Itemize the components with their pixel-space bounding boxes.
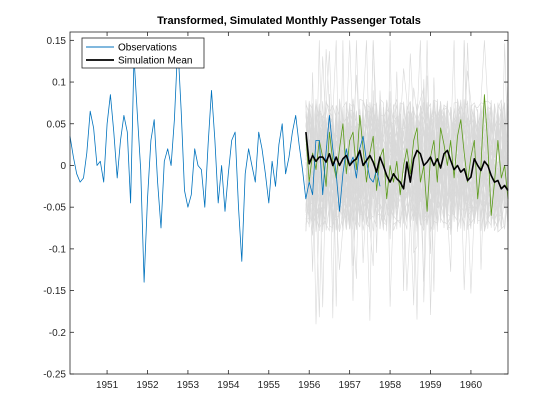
simulation-path bbox=[305, 101, 509, 235]
x-tick-label: 1951 bbox=[96, 380, 119, 391]
legend-label-observations: Observations bbox=[118, 43, 177, 54]
y-tick-label: -0.05 bbox=[43, 203, 66, 214]
legend: Observations Simulation Mean bbox=[81, 37, 205, 69]
x-tick-label: 1956 bbox=[298, 380, 321, 391]
series-lines bbox=[69, 44, 509, 283]
y-tick-label: -0.25 bbox=[43, 370, 66, 381]
y-tick-label: -0.1 bbox=[49, 244, 67, 255]
legend-label-simulation-mean: Simulation Mean bbox=[118, 56, 192, 67]
x-tick-label: 1955 bbox=[258, 380, 281, 391]
simulation-path bbox=[305, 53, 509, 282]
y-axis: -0.25 -0.2 -0.15 -0.1 -0.05 0 0.05 0.1 0.15 bbox=[43, 36, 508, 381]
x-tick-label: 1954 bbox=[217, 380, 240, 391]
x-tick-label: 1958 bbox=[379, 380, 402, 391]
x-tick-label: 1953 bbox=[177, 380, 200, 391]
x-tick-label: 1960 bbox=[460, 380, 483, 391]
y-tick-label: -0.15 bbox=[43, 286, 66, 297]
y-tick-label: 0.05 bbox=[47, 119, 67, 130]
observations-line bbox=[69, 44, 381, 283]
simulation-paths bbox=[305, 40, 509, 325]
x-tick-label: 1952 bbox=[136, 380, 159, 391]
y-tick-label: 0.15 bbox=[47, 36, 67, 47]
x-axis: 1951 1952 1953 1954 1955 1956 1957 1958 1959 1960 bbox=[96, 32, 483, 391]
simulation-mean-line bbox=[305, 132, 509, 191]
y-tick-label: 0.1 bbox=[52, 78, 66, 89]
y-tick-label: 0 bbox=[60, 161, 66, 172]
y-tick-label: -0.2 bbox=[49, 328, 67, 339]
x-tick-label: 1959 bbox=[419, 380, 442, 391]
highlighted-simulation-line bbox=[305, 94, 509, 216]
plot-frame bbox=[69, 31, 509, 375]
chart-title: Transformed, Simulated Monthly Passenger… bbox=[157, 15, 421, 27]
x-tick-label: 1957 bbox=[339, 380, 362, 391]
legend-box bbox=[81, 37, 205, 69]
